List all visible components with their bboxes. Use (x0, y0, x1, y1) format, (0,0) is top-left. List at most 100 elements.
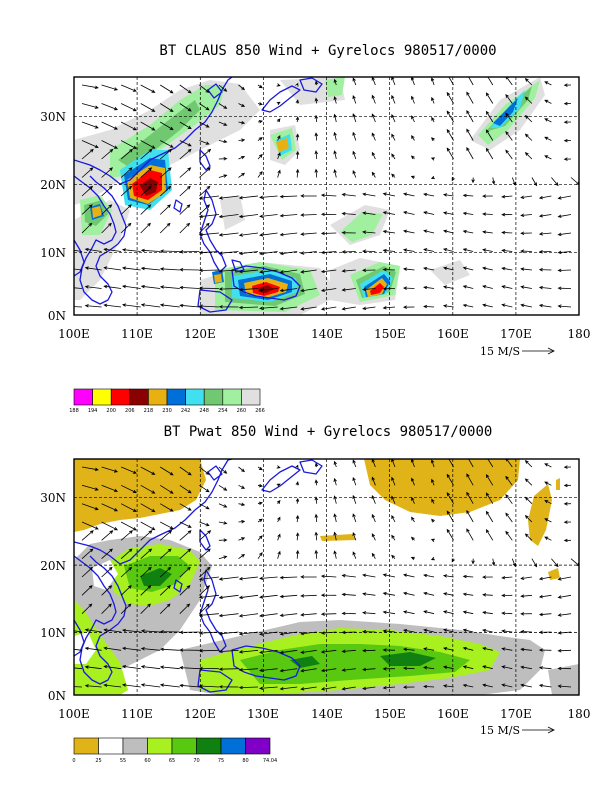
colorbar-label: 65 (169, 758, 175, 764)
wind-vector-arrow (557, 631, 572, 635)
map1-lat-labels: 0N 10N 20N 30N (40, 110, 66, 323)
wind-vector-arrow (505, 494, 513, 504)
wind-vector-arrow (352, 551, 357, 559)
wind-vector-arrow (279, 269, 298, 274)
map1-lon-label: 100E (58, 327, 90, 341)
wind-vector-arrow (140, 140, 156, 149)
wind-vector-arrow (443, 211, 454, 215)
wind-vector-arrow (314, 168, 319, 178)
wind-vector-arrow (362, 686, 376, 691)
map2-lat-label: 10N (40, 626, 66, 640)
wind-vector-arrow (382, 248, 396, 253)
wind-vector-arrow (295, 549, 300, 559)
wind-vector-arrow (218, 555, 228, 560)
wind-vector-arrow (300, 269, 317, 274)
wind-vector-arrow (198, 594, 219, 599)
wind-vector-arrow (238, 631, 259, 636)
wind-vector-arrow (320, 631, 337, 635)
wind-vector-arrow (198, 250, 219, 255)
wind-vector-arrow (563, 120, 572, 124)
wind-vector-arrow (103, 628, 122, 633)
colorbar-label: 74.04 (263, 758, 277, 764)
colorbar-label: 260 (237, 408, 247, 414)
wind-vector-arrow (179, 548, 192, 559)
wind-vector-arrow (391, 495, 396, 504)
wind-vector-arrow (423, 591, 435, 596)
wind-vector-arrow (140, 121, 156, 131)
wind-vector-arrow (524, 496, 533, 504)
wind-vector-arrow (411, 516, 415, 523)
wind-vector-arrow (279, 575, 298, 580)
wind-vector-arrow (423, 266, 435, 271)
colorbar-label: 218 (144, 408, 154, 414)
wind-vector-arrow (120, 530, 134, 541)
wind-vector-arrow (391, 554, 396, 559)
map1-lon-label: 120E (184, 327, 216, 341)
wind-vector-arrow (482, 647, 493, 651)
wind-vector-arrow (544, 463, 552, 468)
wind-vector-arrow (120, 521, 137, 531)
wind-vector-arrow (101, 484, 119, 492)
wind-vector-arrow (538, 303, 552, 308)
wind-vector-arrow (320, 668, 337, 673)
wind-vector-arrow (81, 121, 99, 129)
wind-vector-arrow (430, 77, 435, 86)
wind-vector-arrow (362, 249, 376, 253)
map1-coastlines (74, 77, 323, 313)
wind-vector-arrow (411, 115, 415, 123)
wind-vector-arrow (501, 303, 513, 308)
wind-vector-arrow (218, 195, 239, 200)
wind-vector-arrow (333, 150, 337, 160)
wind-vector-arrow (218, 251, 239, 255)
wind-vector-arrow (544, 155, 552, 160)
wind-vector-arrow (501, 575, 513, 580)
wind-vector-arrow (81, 603, 93, 614)
wind-vector-arrow (218, 305, 239, 309)
wind-vector-arrow (410, 536, 415, 541)
wind-vector-arrow (276, 101, 281, 106)
map2-lon-label: 110E (121, 707, 153, 721)
wind-vector-arrow (431, 116, 435, 123)
wind-vector-arrow (101, 103, 119, 111)
wind-vector-arrow (423, 304, 435, 309)
wind-vector-arrow (423, 665, 435, 670)
wind-vector-arrow (382, 306, 396, 310)
wind-vector-arrow (557, 684, 572, 688)
wind-vector-arrow (259, 576, 278, 580)
wind-vector-arrow (462, 248, 474, 252)
wind-vector-arrow (520, 213, 532, 217)
wind-vector-arrow (524, 78, 533, 86)
wind-vector-arrow (81, 84, 99, 89)
wind-vector-arrow (276, 483, 281, 487)
wind-vector-arrow (362, 192, 376, 197)
wind-vector-arrow (179, 585, 191, 596)
wind-vector-arrow (362, 648, 376, 653)
wind-vector-arrow (259, 668, 278, 673)
wind-vector-arrow (544, 481, 552, 486)
wind-vector-arrow (101, 84, 119, 91)
wind-vector-arrow (238, 251, 259, 256)
wind-vector-arrow (382, 667, 396, 671)
wind-vector-arrow (199, 185, 211, 197)
wind-vector-arrow (402, 286, 415, 290)
wind-vector-arrow (259, 288, 278, 292)
map2-frame (73, 458, 580, 696)
wind-vector-arrow (238, 269, 259, 274)
wind-vector-arrow (341, 192, 356, 197)
wind-vector-arrow (140, 484, 156, 494)
wind-vector-arrow (462, 211, 474, 216)
wind-vector-arrow (520, 665, 532, 670)
wind-vector-arrow (410, 77, 415, 86)
map1-wind-vectors (74, 77, 579, 311)
wind-vector-arrow (466, 110, 474, 123)
wind-vector-arrow (563, 465, 572, 469)
wind-vector-arrow (259, 631, 278, 636)
wind-vector-arrow (320, 593, 337, 597)
colorbar-swatch (73, 388, 93, 406)
wind-vector-arrow (259, 649, 278, 654)
wind-vector-arrow (333, 78, 337, 86)
wind-vector-arrow (382, 229, 396, 234)
wind-vector-arrow (179, 222, 191, 234)
wind-vector-arrow (485, 92, 494, 104)
wind-vector-arrow (259, 306, 278, 310)
